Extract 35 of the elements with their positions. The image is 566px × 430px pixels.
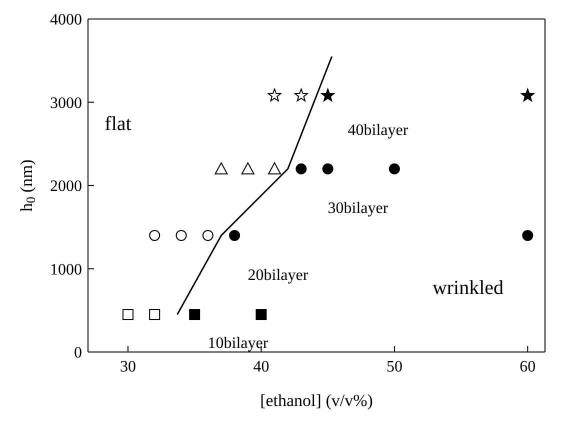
point — [149, 309, 160, 320]
point — [176, 230, 187, 241]
y-tick-label: 1000 — [50, 261, 82, 278]
annotation: 20bilayer — [248, 267, 309, 284]
annotation: 10bilayer — [208, 335, 269, 352]
point — [520, 88, 534, 102]
x-tick-label: 50 — [386, 358, 402, 376]
point — [322, 163, 334, 174]
point — [268, 88, 282, 102]
annotation: wrinkled — [432, 277, 504, 299]
x-tick-label: 40 — [253, 358, 270, 376]
point — [214, 162, 228, 174]
point — [321, 88, 335, 102]
y-tick-label: 3000 — [50, 94, 82, 112]
point — [122, 309, 134, 320]
point — [296, 163, 307, 174]
point — [522, 230, 534, 241]
point — [388, 163, 400, 174]
point — [202, 230, 214, 241]
point — [149, 230, 160, 241]
point — [294, 88, 308, 102]
x-tick-label: 30 — [120, 358, 136, 376]
annotation: flat — [104, 113, 132, 135]
y-tick-label: 4000 — [50, 12, 82, 29]
x-axis-title: [ethanol] (v/v%) — [260, 391, 373, 410]
x-tick-label: 60 — [520, 358, 536, 376]
annotation: 30bilayer — [328, 200, 389, 217]
point — [268, 162, 282, 174]
y-tick-label: 0 — [74, 344, 82, 362]
point — [189, 309, 200, 320]
y-tick-label: 2000 — [50, 178, 82, 196]
point — [229, 230, 240, 241]
annotation: 40bilayer — [348, 122, 409, 139]
point — [241, 162, 254, 174]
point — [256, 309, 267, 320]
